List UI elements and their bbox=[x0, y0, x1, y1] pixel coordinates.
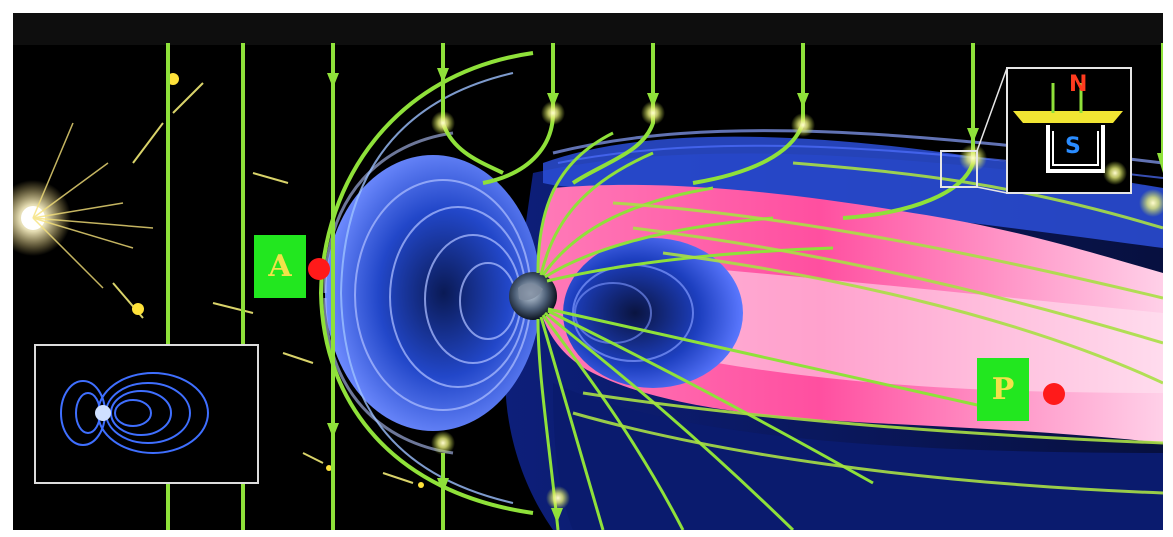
field-direction-arrows bbox=[327, 68, 1163, 523]
conductor-loop-inset-icon: N S bbox=[940, 67, 1132, 194]
sun-icon bbox=[13, 122, 154, 289]
earth-icon bbox=[509, 272, 557, 320]
magnetic-field-inset-icon bbox=[34, 344, 259, 484]
top-haze bbox=[13, 13, 1163, 45]
nightside-lobe bbox=[563, 238, 743, 388]
point-a-label: A bbox=[254, 235, 306, 298]
point-a-marker bbox=[308, 258, 330, 280]
point-p-label: P bbox=[977, 358, 1029, 421]
point-p-marker bbox=[1043, 383, 1065, 405]
north-pole-label: N bbox=[1069, 72, 1087, 97]
tail-field-lines bbox=[572, 161, 1163, 495]
lower-magnetotail bbox=[553, 383, 1163, 530]
point-a-text: A bbox=[268, 249, 292, 284]
solar-wind-particles bbox=[112, 82, 414, 484]
magnetopause-boundary bbox=[318, 51, 534, 515]
dayside-magnetosphere bbox=[325, 155, 541, 431]
magnetosphere-diagram: N S bbox=[13, 13, 1163, 530]
dipole-field-lines bbox=[536, 131, 1014, 530]
south-pole-label: S bbox=[1065, 134, 1081, 159]
point-p-text: P bbox=[991, 372, 1015, 407]
